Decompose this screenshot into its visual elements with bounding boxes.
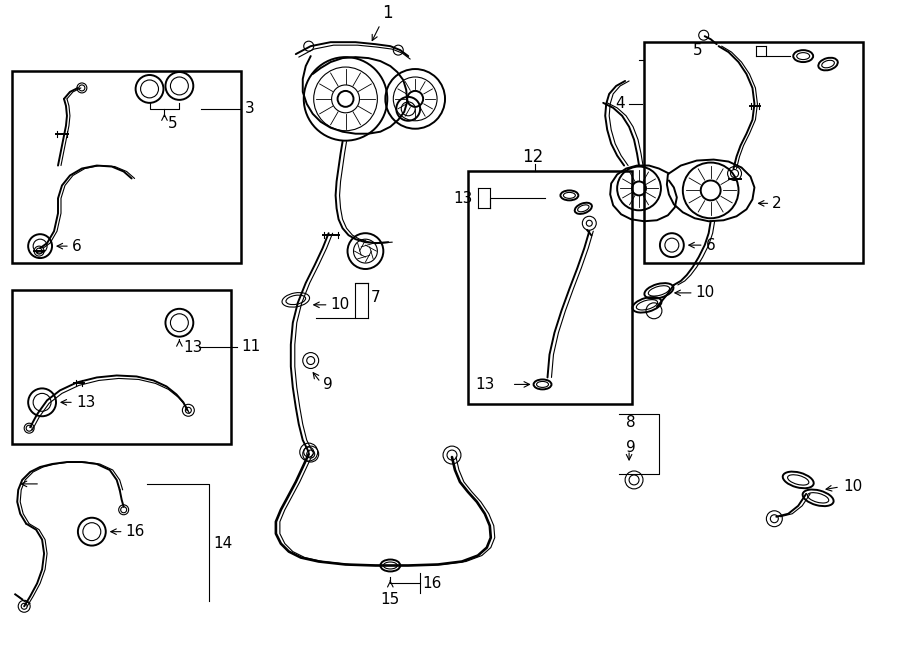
Text: 6: 6 xyxy=(72,239,82,254)
Text: 2: 2 xyxy=(772,196,782,211)
Text: 9: 9 xyxy=(626,440,635,455)
Bar xyxy=(468,171,632,405)
Bar xyxy=(644,42,863,263)
Text: 7: 7 xyxy=(371,290,380,305)
Text: 4: 4 xyxy=(616,97,625,111)
Text: 13: 13 xyxy=(76,395,95,410)
Text: 9: 9 xyxy=(323,377,332,392)
Text: 6: 6 xyxy=(706,238,716,253)
Text: 10: 10 xyxy=(696,286,715,300)
Bar xyxy=(13,71,241,263)
Text: 16: 16 xyxy=(126,524,145,539)
Text: 13: 13 xyxy=(454,191,473,206)
Text: 13: 13 xyxy=(475,377,494,392)
Text: 14: 14 xyxy=(213,536,232,551)
Text: 1: 1 xyxy=(382,4,393,22)
Text: 13: 13 xyxy=(184,340,202,355)
Text: 12: 12 xyxy=(522,147,543,165)
Text: 15: 15 xyxy=(381,592,400,607)
Text: 10: 10 xyxy=(330,297,350,313)
Text: 5: 5 xyxy=(693,42,702,58)
Bar xyxy=(13,290,231,444)
Text: 8: 8 xyxy=(626,414,635,430)
Text: 11: 11 xyxy=(241,339,260,354)
Text: 5: 5 xyxy=(167,116,177,132)
Text: 3: 3 xyxy=(245,101,255,116)
Text: 16: 16 xyxy=(422,576,442,591)
Text: 10: 10 xyxy=(843,479,862,494)
